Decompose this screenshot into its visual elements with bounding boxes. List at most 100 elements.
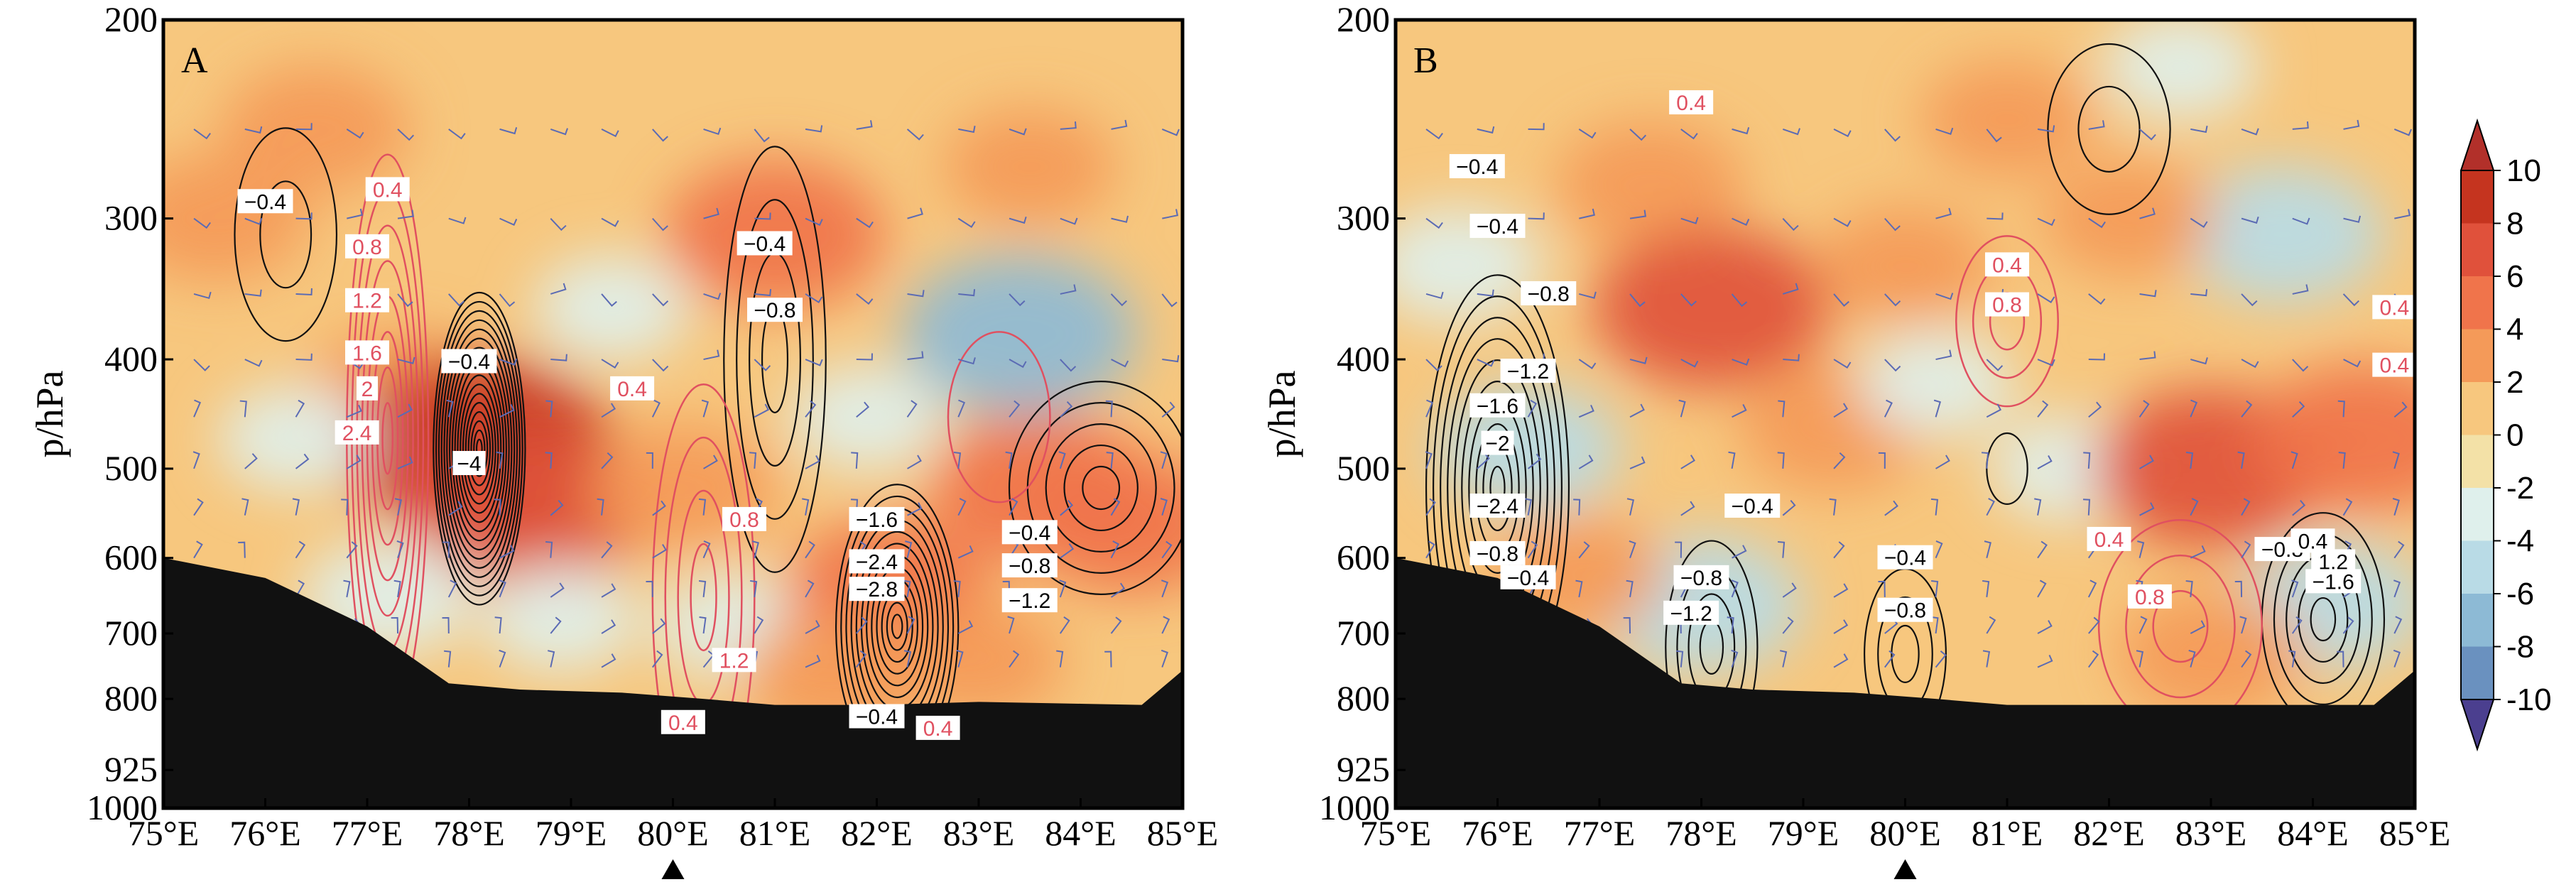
wind-barb	[1629, 293, 1646, 307]
wind-barb	[646, 452, 653, 469]
x-tick-label: 75°E	[1360, 813, 1432, 853]
wind-barb	[2342, 498, 2353, 516]
contour-label-bg	[365, 177, 410, 202]
wind-barb	[1060, 401, 1073, 418]
wind-barb	[2241, 650, 2252, 668]
wind-barb	[1477, 453, 1490, 469]
contour-label: −0.4	[1884, 547, 1926, 570]
wind-barb	[1477, 126, 1495, 134]
contour-ring-0-3	[470, 420, 489, 477]
wind-barb	[295, 399, 305, 418]
contour-label: 0.4	[668, 712, 698, 735]
wind-barb	[856, 293, 874, 305]
y-axis-label: p/hPa	[28, 370, 71, 457]
wind-barb	[1009, 216, 1027, 224]
wind-barb	[703, 454, 718, 469]
wind-barb	[2138, 616, 2148, 634]
shading-blob-11	[788, 364, 945, 471]
wind-barb	[958, 357, 976, 365]
wind-barb	[1981, 452, 1989, 469]
wind-barb	[1009, 359, 1027, 369]
wind-barb	[2190, 498, 2199, 516]
wind-barb	[346, 454, 362, 469]
wind-barb	[2037, 620, 2053, 634]
wind-barb	[1680, 217, 1699, 224]
wind-barb	[496, 451, 504, 469]
wind-barb	[1626, 498, 1635, 516]
wind-barb	[957, 217, 976, 228]
contour-label-bg	[1985, 252, 2029, 277]
wind-barb	[448, 501, 463, 516]
contour-label: −0.4	[448, 350, 490, 374]
wind-barb	[1056, 650, 1064, 668]
contour-ring-0-7	[460, 383, 499, 514]
colorbar-segment-9	[2461, 646, 2494, 700]
contour-label-bg	[849, 704, 905, 729]
wind-barb	[2234, 580, 2243, 597]
wind-barb	[397, 129, 415, 141]
wind-barb	[2088, 217, 2106, 229]
contour-label-bg	[849, 549, 905, 574]
colorbar-tick-label: -4	[2506, 524, 2534, 559]
wind-barb	[1935, 540, 1943, 559]
shading-blob-1	[222, 65, 411, 193]
wind-barb	[1728, 451, 1736, 469]
wind-barb	[754, 212, 771, 220]
y-tick-label: 200	[104, 0, 158, 39]
colorbar-segment-1	[2461, 223, 2494, 277]
terrain-mask	[1396, 557, 2415, 808]
shading-blob-13	[2116, 589, 2305, 719]
wind-barb	[2037, 400, 2049, 418]
shading-blob-15	[1857, 330, 2014, 437]
shading-blob-19	[892, 601, 1065, 719]
wind-barb	[1986, 129, 2002, 143]
contour-label-bg	[1500, 359, 1556, 383]
wind-barb	[1629, 209, 1646, 219]
x-tick-label: 83°E	[943, 813, 1015, 853]
contour-ring-0-4	[467, 410, 491, 486]
wind-barb	[2139, 290, 2157, 298]
wind-barb	[1527, 540, 1538, 559]
wind-barb	[1060, 121, 1077, 130]
contour-ring-7-2	[2047, 43, 2171, 215]
wind-barb	[1878, 452, 1886, 469]
contour-label: −1.6	[2313, 570, 2354, 594]
x-tick-label: 77°E	[1564, 813, 1636, 853]
wind-barb	[1425, 129, 1443, 140]
wind-barb	[1982, 579, 1990, 598]
contour-label-bg	[345, 288, 389, 312]
wind-barb	[397, 356, 415, 364]
wind-barb	[1578, 541, 1590, 559]
panel-label: B	[1413, 40, 1438, 81]
wind-barb	[1060, 543, 1075, 559]
wind-barb	[1833, 293, 1849, 307]
y-tick-label: 700	[104, 613, 158, 653]
shading-blob-7	[482, 566, 639, 673]
wind-barb	[1425, 217, 1443, 229]
shading-blob-3	[1593, 227, 1830, 388]
wind-barb	[2337, 400, 2345, 418]
contour-label: 0.8	[729, 508, 759, 532]
y-tick-label: 200	[1337, 0, 1390, 39]
wind-barb	[1935, 454, 1950, 469]
wind-barb	[550, 354, 567, 361]
wind-barb	[1884, 399, 1893, 418]
contour-label-bg	[712, 648, 756, 673]
contour-label-bg	[849, 577, 905, 601]
wind-barb	[903, 579, 911, 598]
wind-barb	[1161, 579, 1169, 598]
wind-barb	[1629, 129, 1647, 141]
wind-barb	[1059, 579, 1067, 598]
wind-barb	[545, 452, 553, 469]
wind-barb	[957, 620, 974, 634]
wind-barb	[295, 540, 306, 559]
wind-barb	[446, 399, 454, 418]
contour-labels: −0.4 0.4 0.8 1.2 1.6 2 2.4 −0.4 −4 0.4 0.8 1.2 0.4 −0…	[237, 177, 1058, 741]
y-tick-label: 500	[1337, 448, 1390, 488]
contour-label: −1.2	[1507, 360, 1549, 383]
wind-barb	[347, 208, 363, 219]
wind-barb	[2139, 207, 2156, 219]
contour-ring-6-1	[1082, 465, 1121, 511]
y-axis-label: p/hPa	[1261, 370, 1303, 457]
wind-barb	[1931, 616, 1939, 634]
